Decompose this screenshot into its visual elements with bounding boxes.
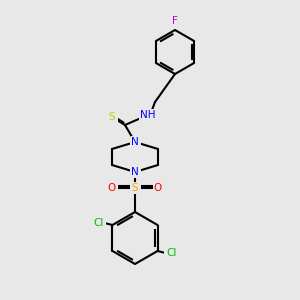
FancyBboxPatch shape (106, 182, 118, 194)
FancyBboxPatch shape (106, 112, 118, 122)
FancyBboxPatch shape (130, 136, 140, 148)
Text: Cl: Cl (166, 248, 177, 258)
Text: N: N (131, 137, 139, 147)
FancyBboxPatch shape (169, 16, 181, 26)
Text: O: O (154, 183, 162, 193)
Text: O: O (108, 183, 116, 193)
Text: S: S (132, 183, 138, 193)
Text: F: F (172, 16, 178, 26)
FancyBboxPatch shape (139, 110, 157, 121)
FancyBboxPatch shape (130, 136, 140, 148)
FancyBboxPatch shape (91, 218, 106, 229)
FancyBboxPatch shape (164, 248, 179, 259)
FancyBboxPatch shape (130, 167, 140, 178)
Text: N: N (131, 137, 139, 147)
Text: NH: NH (140, 110, 156, 120)
Text: Cl: Cl (93, 218, 104, 228)
Text: S: S (109, 112, 115, 122)
FancyBboxPatch shape (152, 182, 164, 194)
FancyBboxPatch shape (130, 182, 140, 194)
Text: N: N (131, 167, 139, 177)
